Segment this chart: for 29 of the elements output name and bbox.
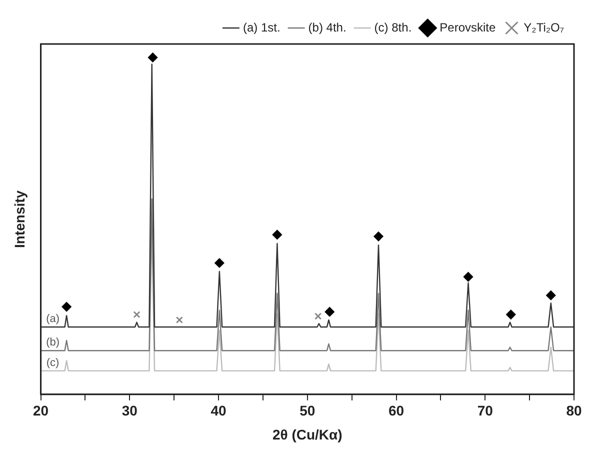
point xyxy=(506,310,516,320)
x-tick-label: 50 xyxy=(300,402,316,419)
point xyxy=(214,258,224,268)
x-tick-label: 40 xyxy=(210,402,227,419)
x-tick-label: 20 xyxy=(33,402,49,419)
point xyxy=(176,316,184,324)
annotation: (a) xyxy=(46,313,60,326)
point xyxy=(374,232,384,242)
point xyxy=(148,52,158,62)
x-tick-label: 30 xyxy=(122,402,138,419)
y-axis-title: Intensity xyxy=(11,190,28,248)
annotation: (b) xyxy=(46,336,60,349)
legend-label: Y₂Ti₂O₇ xyxy=(524,20,564,34)
point xyxy=(62,302,72,312)
x-axis-title: 2θ (Cu/Kα) xyxy=(272,426,342,442)
legend-label: Perovskite xyxy=(440,20,496,34)
legend-label: (c) 8th. xyxy=(374,20,412,34)
annotation: (c) xyxy=(46,356,60,369)
legend-label: (b) 4th. xyxy=(308,20,346,34)
legend-label: (a) 1st. xyxy=(242,20,280,34)
point xyxy=(324,307,334,317)
x-tick-label: 70 xyxy=(477,402,494,419)
point xyxy=(272,230,282,240)
point xyxy=(546,290,556,300)
point xyxy=(314,312,322,320)
x-tick-label: 60 xyxy=(388,402,404,419)
point xyxy=(464,272,473,282)
x-tick-label: 80 xyxy=(566,402,582,419)
point xyxy=(133,310,140,318)
